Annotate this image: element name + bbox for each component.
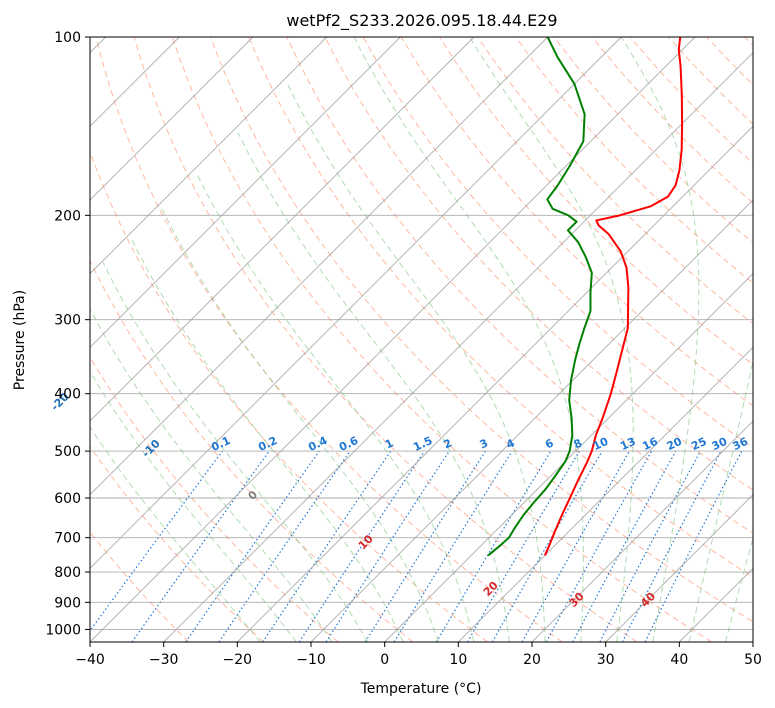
isotherm-line	[458, 346, 753, 642]
moist-adiabat-line	[131, 239, 404, 642]
mixing-ratio-label: 25	[689, 435, 708, 453]
chart-title: wetPf2_S233.2026.095.18.44.E29	[286, 11, 557, 31]
x-tick-label: 10	[449, 652, 467, 668]
mixing-ratio-line	[325, 450, 450, 642]
dry-adiabat-line	[515, 37, 753, 284]
moist-adiabat-line	[90, 308, 333, 642]
x-tick-label: −30	[149, 652, 179, 668]
mixing-ratio-line	[298, 450, 425, 642]
dry-adiabat-line	[90, 445, 264, 642]
y-tick-label: 400	[54, 387, 81, 403]
isotherm-line	[90, 37, 622, 569]
dry-adiabat-line	[248, 37, 753, 578]
isotherm-line	[310, 199, 753, 642]
x-axis-ticks: −40 −30 −20 −10 0 10 20 30 40 50	[75, 642, 762, 668]
y-tick-label: 300	[54, 313, 81, 329]
y-tick-label: 900	[54, 595, 81, 611]
mixing-ratio-line	[521, 450, 631, 642]
isotherms	[90, 37, 753, 642]
mixing-ratio-label: 20	[665, 435, 685, 453]
x-tick-label: 30	[597, 652, 615, 668]
isotherm-line	[90, 37, 327, 275]
plot-frame	[89, 36, 754, 643]
dry-adiabat-line	[324, 37, 753, 491]
mixing-ratio-label: 30	[710, 435, 730, 453]
x-tick-label: −20	[223, 652, 253, 668]
mixing-ratio-label: 13	[618, 435, 637, 453]
y-axis-ticks: 100 200 300 400 500 600 700 800 900 1000	[45, 30, 90, 638]
moist-adiabat-line	[161, 208, 439, 642]
isotherm-line	[90, 37, 475, 422]
moist-adiabat-line	[353, 37, 584, 642]
mixing-ratio-line	[393, 450, 513, 642]
moist-adiabat-line	[620, 37, 700, 642]
moist-adiabat-line	[688, 358, 753, 642]
y-tick-label: 800	[54, 565, 81, 581]
mixing-ratio-line	[644, 450, 743, 642]
mixing-ratio-line	[262, 450, 392, 642]
mixing-ratio-line	[572, 450, 677, 642]
y-tick-label: 100	[54, 30, 81, 46]
dry-adiabat-line	[90, 259, 414, 642]
x-tick-label: −10	[296, 652, 326, 668]
isobars	[90, 37, 753, 630]
mixing-ratio-line	[185, 450, 320, 642]
mixing-ratio-lines	[90, 450, 743, 642]
temperature-line	[543, 37, 684, 556]
profile-series	[487, 37, 684, 557]
isotherm-line	[163, 52, 753, 642]
isotherm-line	[90, 37, 254, 201]
x-axis-label: Temperature (°C)	[360, 681, 482, 697]
y-tick-label: 1000	[45, 622, 81, 638]
mixing-ratio-line	[218, 450, 351, 642]
dry-adiabat-line	[171, 37, 712, 642]
dry-adiabat-line	[286, 37, 753, 534]
dry-adiabat-line	[90, 356, 339, 642]
dry-adiabat-line	[210, 37, 753, 623]
isotherm-line	[237, 125, 753, 642]
dry-adiabat-line	[95, 37, 563, 642]
moist-adiabat-line	[287, 83, 546, 642]
mixing-ratio-line	[545, 450, 653, 642]
moist-adiabat-line	[725, 536, 753, 642]
isotherm-line	[605, 494, 753, 642]
x-tick-label: 0	[380, 652, 389, 668]
isotherm-line	[90, 37, 401, 348]
x-tick-label: 40	[670, 652, 688, 668]
mixing-ratio-label: 36	[731, 435, 751, 453]
y-tick-label: 200	[54, 208, 81, 224]
y-axis-label: Pressure (hPa)	[12, 290, 28, 390]
isotherm-line	[384, 273, 753, 642]
x-tick-label: 20	[523, 652, 541, 668]
y-tick-label: 500	[54, 444, 81, 460]
mixing-ratio-line	[131, 450, 270, 642]
isotherm-line	[531, 420, 753, 642]
moist-adiabat-line	[90, 426, 261, 642]
mixing-ratio-label: 16	[640, 435, 660, 453]
isotherm-line	[90, 37, 696, 642]
mixing-ratio-line	[90, 450, 223, 632]
moist-adiabat-line	[196, 173, 475, 642]
dry-adiabat-line	[133, 37, 638, 642]
x-tick-label: 50	[744, 652, 762, 668]
isotherm-line	[90, 37, 548, 496]
y-tick-label: 600	[54, 491, 81, 507]
x-tick-label: −40	[75, 652, 105, 668]
y-tick-label: 700	[54, 531, 81, 547]
mixing-ratio-label: 10	[591, 435, 611, 453]
dry-adiabats	[90, 37, 753, 642]
dewpoint-line	[487, 37, 593, 557]
